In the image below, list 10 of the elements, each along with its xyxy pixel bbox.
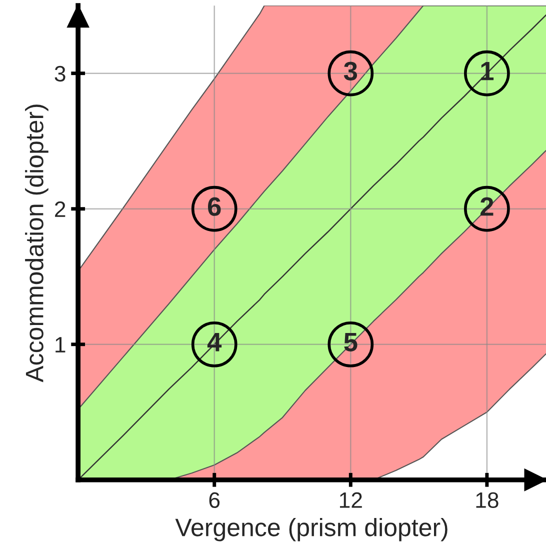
- y-tick-label: 3: [54, 66, 66, 82]
- y-axis-title: Accommodation (diopter): [25, 104, 48, 382]
- y-tick-label: 1: [56, 337, 66, 352]
- annotation: 6: [208, 197, 221, 216]
- x-axis-title: Vergence (prism diopter): [175, 518, 448, 542]
- x-tick-label: 18: [476, 492, 498, 508]
- annotation: 3: [344, 62, 358, 80]
- x-tick-label: 12: [340, 492, 362, 508]
- y-tick-label: 2: [55, 201, 66, 217]
- x-tick-label: 6: [209, 492, 220, 508]
